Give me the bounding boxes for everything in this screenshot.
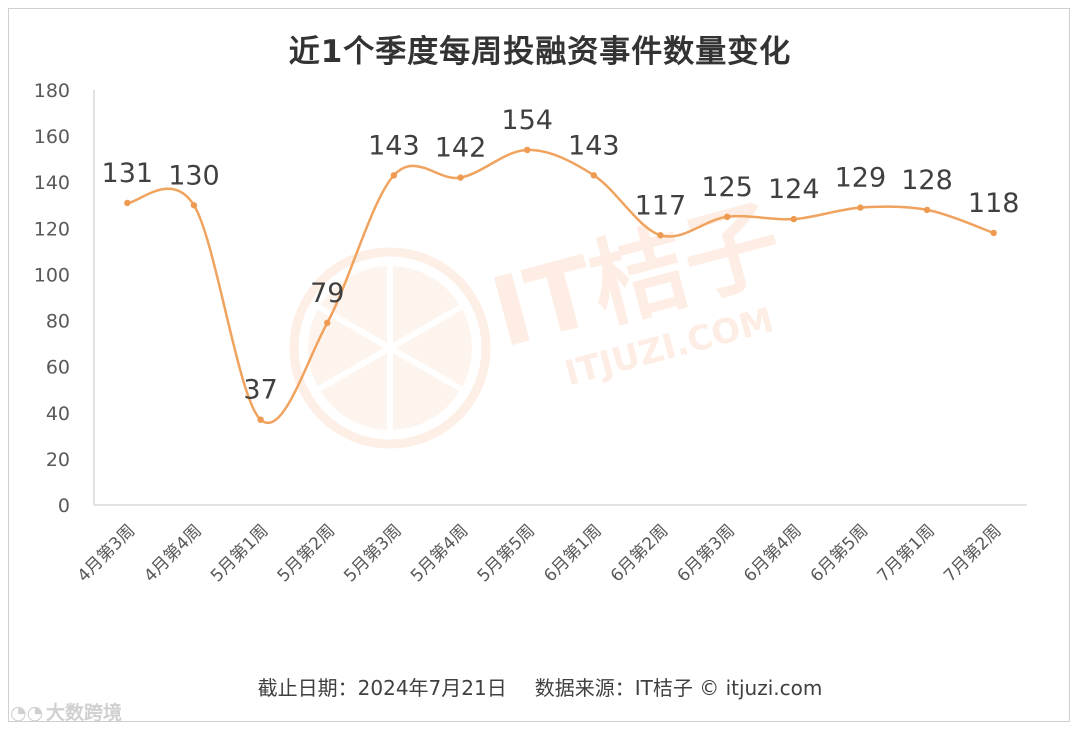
data-point [923, 206, 931, 214]
data-point [990, 229, 997, 237]
data-label: 143 [368, 130, 420, 161]
chart-frame [8, 8, 1070, 722]
x-tick-label: 4月第4周 [140, 521, 206, 587]
data-point [390, 172, 398, 179]
y-tick-label: 180 [34, 80, 70, 102]
y-tick-label: 60 [46, 357, 70, 379]
data-point [457, 174, 464, 181]
eye-logo-icon: ◔◔ [10, 702, 44, 724]
data-label: 128 [901, 165, 953, 196]
corner-watermark: ◔◔ 大数跨境 [10, 698, 122, 725]
data-label: 131 [102, 158, 154, 189]
y-tick-label: 80 [46, 311, 70, 333]
x-tick-label: 4月第3周 [74, 521, 140, 587]
data-point [523, 146, 531, 154]
data-label: 143 [568, 130, 620, 161]
data-point [723, 213, 731, 221]
y-tick-label: 140 [34, 172, 70, 194]
data-point [857, 204, 864, 211]
series-markers [124, 146, 997, 423]
series-line [127, 148, 995, 424]
data-point [324, 319, 331, 327]
x-tick-label: 5月第5周 [474, 521, 540, 587]
axes [93, 90, 1027, 506]
y-tick-label: 20 [46, 449, 70, 471]
x-tick-label: 7月第2周 [940, 521, 1006, 587]
y-tick-label: 100 [34, 264, 70, 286]
corner-brand-text: 大数跨境 [46, 702, 123, 724]
y-tick-label: 40 [46, 403, 70, 425]
x-tick-label: 5月第2周 [274, 521, 340, 587]
data-label: 154 [501, 105, 553, 136]
x-tick-label: 5月第3周 [340, 521, 406, 587]
y-axis-ticks: 0 20 40 60 80 100 120 140 160 180 [34, 80, 70, 517]
data-label: 125 [701, 172, 753, 203]
data-labels: 131 130 37 79 143 142 154 143 117 125 124 129 128 118 [102, 105, 1020, 406]
data-label: 124 [768, 174, 820, 205]
data-point [790, 215, 797, 223]
x-tick-label: 7月第1周 [873, 521, 939, 587]
x-tick-label: 5月第1周 [207, 521, 273, 587]
data-label: 117 [635, 190, 687, 221]
x-tick-label: 5月第4周 [407, 521, 473, 587]
y-tick-label: 0 [58, 495, 70, 517]
chart-title: 近1个季度每周投融资事件数量变化 [288, 34, 792, 70]
y-tick-label: 120 [34, 218, 70, 240]
data-point [657, 232, 664, 239]
data-label: 37 [243, 375, 277, 406]
data-label: 79 [310, 278, 344, 309]
orange-logo-icon [289, 247, 491, 449]
footer: 截止日期：2024年7月21日 数据来源：IT桔子 © itjuzi.com [0, 672, 1080, 701]
x-tick-label: 6月第1周 [540, 521, 606, 587]
x-tick-label: 6月第2周 [607, 521, 673, 587]
data-point [190, 202, 198, 209]
y-tick-label: 160 [34, 126, 70, 148]
data-point [590, 172, 598, 179]
data-label: 130 [168, 160, 220, 191]
footer-date: 截止日期：2024年7月21日 [257, 676, 507, 700]
footer-source: 数据来源：IT桔子 © itjuzi.com [534, 676, 823, 700]
x-axis-ticks: 4月第3周 4月第4周 5月第1周 5月第2周 5月第3周 5月第4周 5月第5周 6月第1周… [74, 521, 1006, 587]
x-tick-label: 6月第3周 [674, 521, 740, 587]
data-label: 129 [835, 163, 887, 194]
x-tick-label: 6月第4周 [740, 521, 806, 587]
data-label: 118 [968, 188, 1020, 219]
data-point [257, 416, 264, 423]
data-label: 142 [435, 133, 487, 164]
x-tick-label: 6月第5周 [807, 521, 873, 587]
data-point [124, 199, 131, 207]
